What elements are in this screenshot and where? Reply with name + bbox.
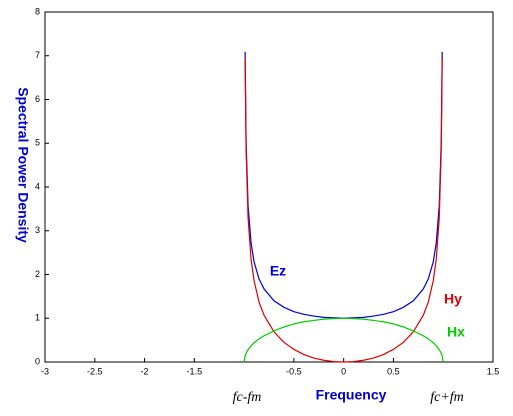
y-tick-label: 4 — [35, 181, 40, 191]
annotation: fc-fm — [233, 390, 262, 405]
y-tick-label: 2 — [35, 269, 40, 279]
series-label: Hx — [447, 324, 465, 340]
x-tick-label: 0 — [341, 366, 346, 376]
y-tick-label: 7 — [35, 50, 40, 60]
x-tick-label: -2.5 — [87, 366, 103, 376]
y-tick-label: 5 — [35, 138, 40, 148]
x-tick-label: 0.5 — [387, 366, 400, 376]
x-tick-label: -3 — [41, 366, 49, 376]
series-label: Hy — [444, 291, 462, 307]
annotation: fc+fm — [430, 390, 464, 405]
x-tick-label: -0.5 — [286, 366, 302, 376]
y-axis-label: Spectral Power Density — [15, 87, 31, 243]
y-tick-label: 0 — [35, 356, 40, 366]
x-tick-label: 1.5 — [487, 366, 500, 376]
x-tick-label: -2 — [141, 366, 149, 376]
y-tick-label: 1 — [35, 313, 40, 323]
x-axis-label: Frequency — [316, 387, 387, 403]
y-tick-label: 8 — [35, 6, 40, 16]
x-tick-label: -1.5 — [187, 366, 203, 376]
series-line — [243, 317, 444, 363]
series-label: Ez — [270, 263, 286, 279]
y-tick-label: 3 — [35, 225, 40, 235]
y-tick-label: 6 — [35, 94, 40, 104]
series-line — [244, 57, 443, 363]
